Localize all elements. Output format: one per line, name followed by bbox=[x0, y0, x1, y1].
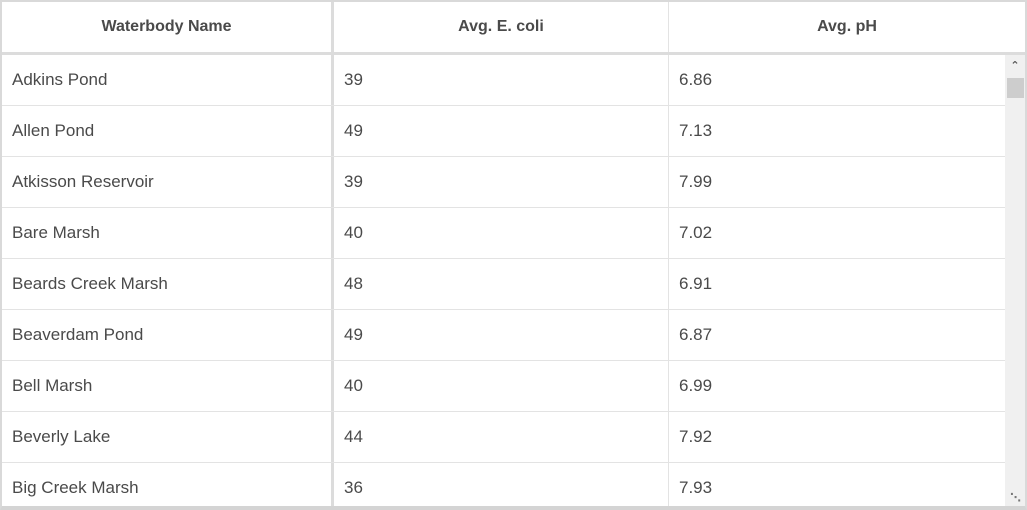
cell-avg-e-coli: 49 bbox=[334, 310, 669, 360]
cell-avg-e-coli: 44 bbox=[334, 412, 669, 462]
cell-avg-e-coli: 39 bbox=[334, 55, 669, 105]
table-row[interactable]: Beverly Lake 44 7.92 bbox=[2, 412, 1005, 463]
cell-waterbody-name: Beaverdam Pond bbox=[2, 310, 334, 360]
cell-avg-ph: 7.13 bbox=[679, 121, 713, 140]
table-row[interactable]: Bare Marsh 40 7.02 bbox=[2, 208, 1005, 259]
cell-waterbody-name: Atkisson Reservoir bbox=[2, 157, 334, 207]
cell-waterbody-name: Beverly Lake bbox=[2, 412, 334, 462]
cell-avg-e-coli: 39 bbox=[334, 157, 669, 207]
cell-avg-ph: 6.87 bbox=[679, 325, 713, 344]
cell-avg-ph: 7.99 bbox=[679, 172, 713, 191]
cell-avg-ph: 7.92 bbox=[679, 427, 713, 446]
table-body: Adkins Pond 39 6.86 Allen Pond 49 7.13 Atkisso… bbox=[2, 55, 1005, 506]
table-header: Waterbody Name Avg. E. coli Avg. pH bbox=[2, 2, 1025, 55]
resize-grip-icon[interactable]: ⋱ bbox=[1010, 492, 1021, 504]
table-row[interactable]: Beards Creek Marsh 48 6.91 bbox=[2, 259, 1005, 310]
table-row[interactable]: Beaverdam Pond 49 6.87 bbox=[2, 310, 1005, 361]
cell-waterbody-name: Big Creek Marsh bbox=[2, 463, 334, 506]
table-row[interactable]: Big Creek Marsh 36 7.93 bbox=[2, 463, 1005, 506]
cell-avg-ph: 6.99 bbox=[679, 376, 713, 395]
table-row[interactable]: Allen Pond 49 7.13 bbox=[2, 106, 1005, 157]
cell-avg-ph: 6.86 bbox=[679, 70, 713, 89]
column-header-waterbody-name[interactable]: Waterbody Name bbox=[2, 2, 334, 52]
column-header-avg-e-coli[interactable]: Avg. E. coli bbox=[334, 2, 669, 52]
cell-avg-ph: 7.02 bbox=[679, 223, 713, 242]
table-row[interactable]: Adkins Pond 39 6.86 bbox=[2, 55, 1005, 106]
column-header-avg-ph[interactable]: Avg. pH bbox=[817, 18, 877, 35]
cell-avg-ph: 6.91 bbox=[679, 274, 713, 293]
cell-waterbody-name: Beards Creek Marsh bbox=[2, 259, 334, 309]
table-row[interactable]: Atkisson Reservoir 39 7.99 bbox=[2, 157, 1005, 208]
table-row[interactable]: Bell Marsh 40 6.99 bbox=[2, 361, 1005, 412]
vertical-scrollbar[interactable]: ⌃ ⋱ bbox=[1005, 55, 1025, 506]
cell-avg-e-coli: 48 bbox=[334, 259, 669, 309]
cell-waterbody-name: Bare Marsh bbox=[2, 208, 334, 258]
cell-waterbody-name: Adkins Pond bbox=[2, 55, 334, 105]
scrollbar-thumb[interactable] bbox=[1007, 78, 1024, 98]
chevron-up-icon[interactable]: ⌃ bbox=[1010, 59, 1020, 72]
cell-waterbody-name: Bell Marsh bbox=[2, 361, 334, 411]
cell-avg-e-coli: 49 bbox=[334, 106, 669, 156]
cell-avg-e-coli: 40 bbox=[334, 208, 669, 258]
cell-avg-e-coli: 36 bbox=[334, 463, 669, 506]
cell-avg-e-coli: 40 bbox=[334, 361, 669, 411]
cell-avg-ph: 7.93 bbox=[679, 478, 713, 497]
cell-waterbody-name: Allen Pond bbox=[2, 106, 334, 156]
